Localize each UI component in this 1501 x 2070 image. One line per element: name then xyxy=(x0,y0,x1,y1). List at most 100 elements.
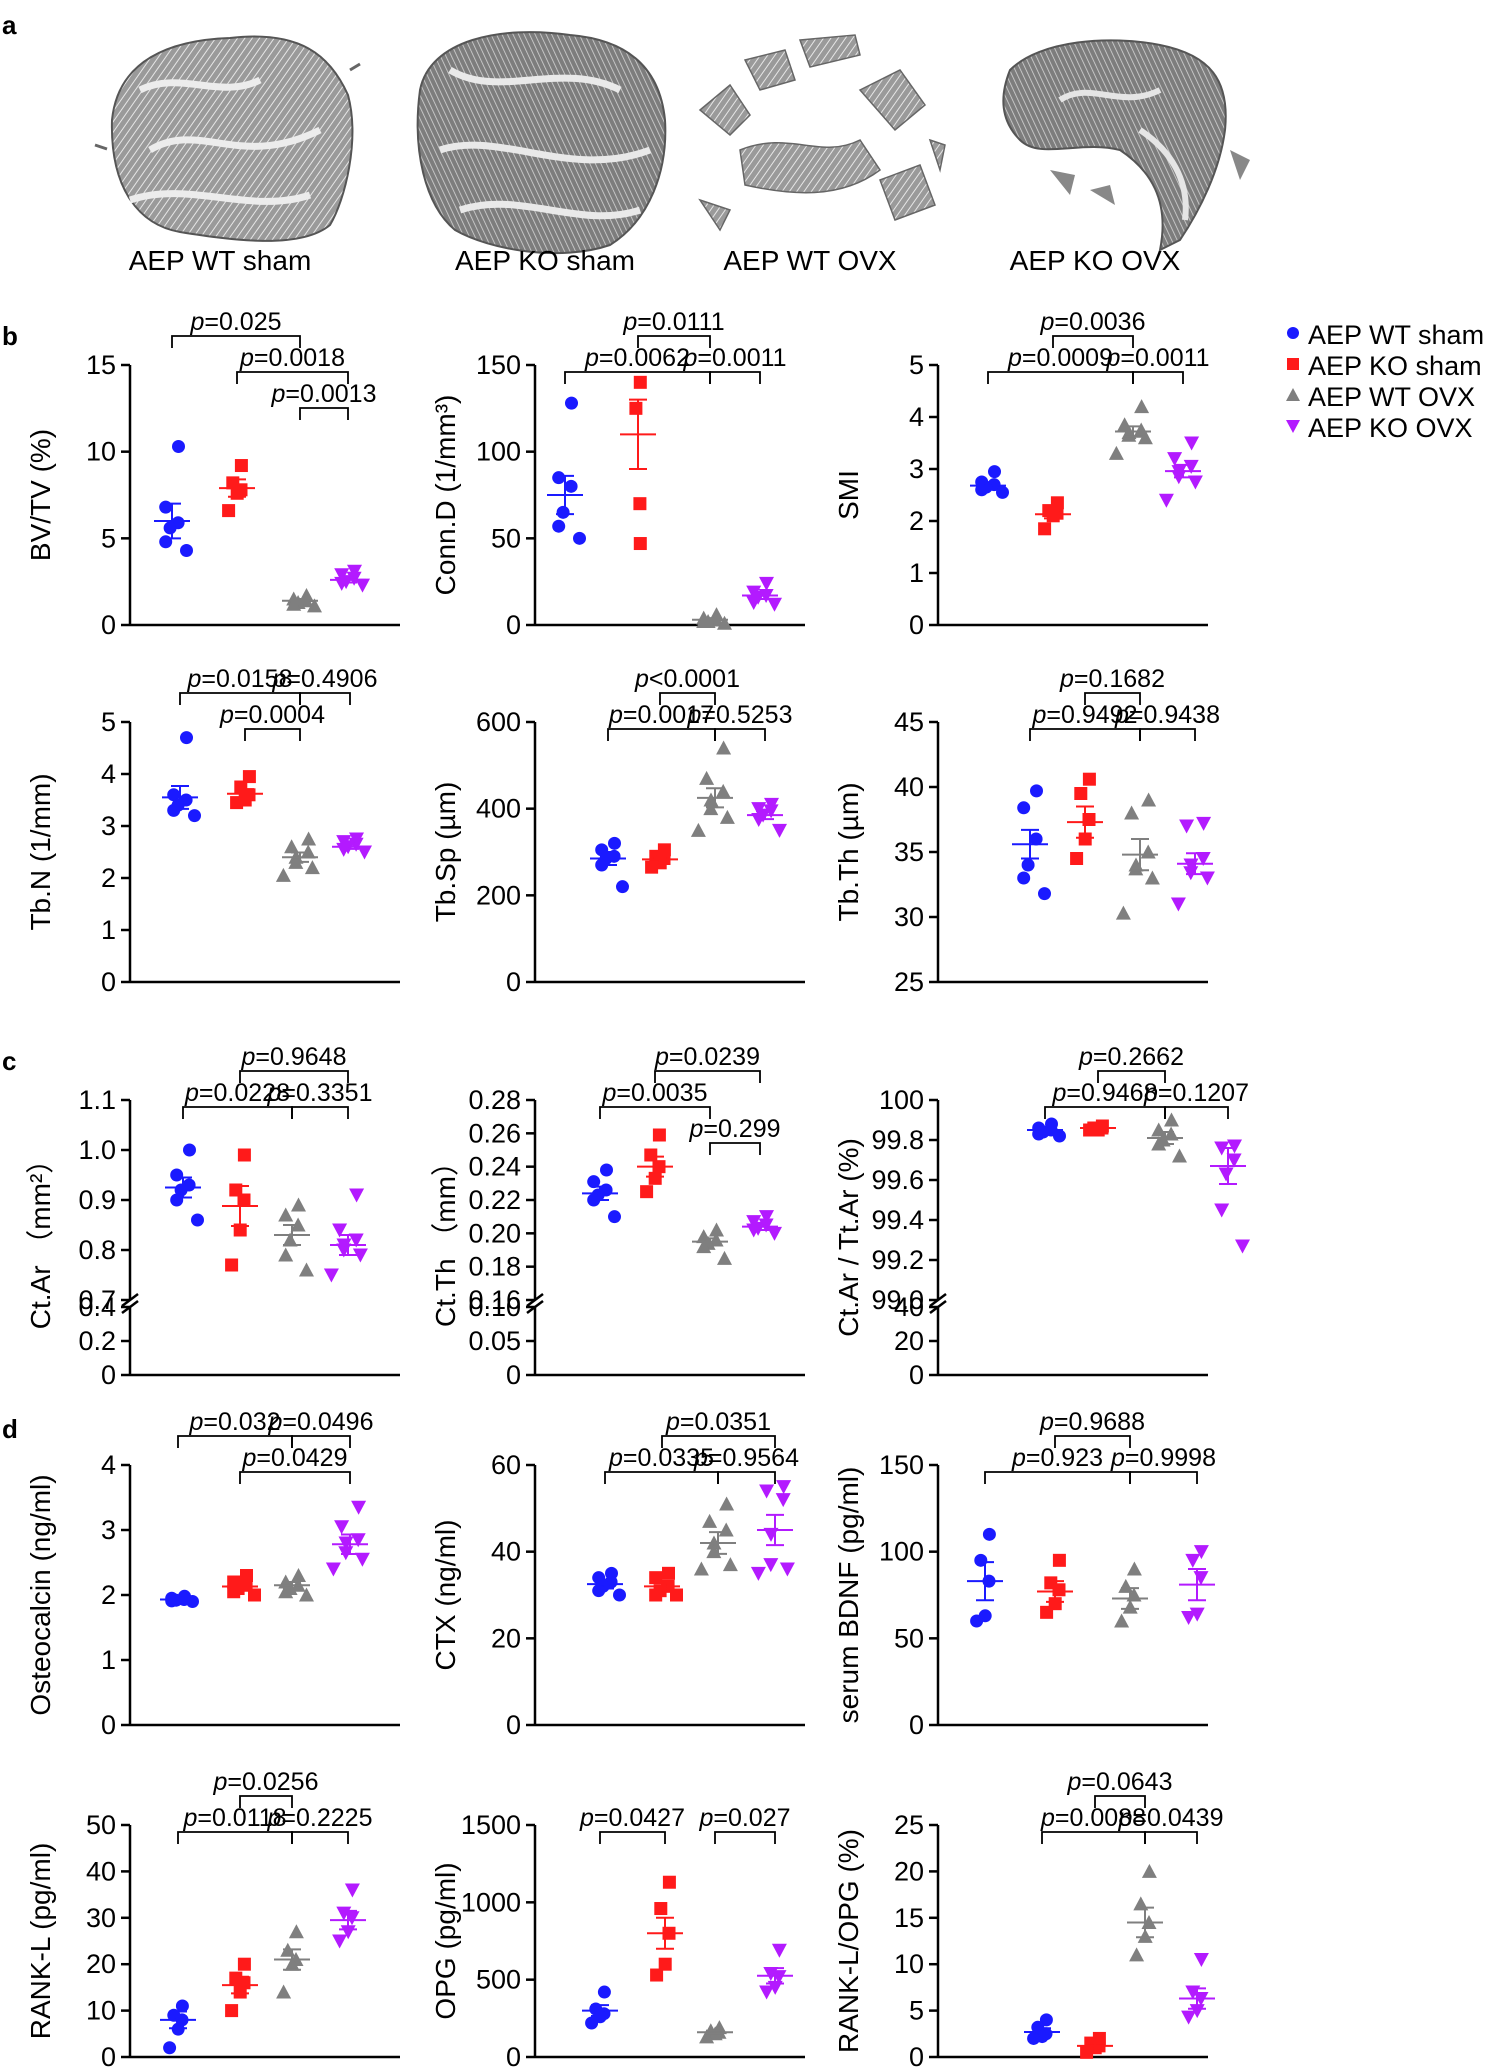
p-symbol: p xyxy=(1040,1804,1055,1832)
bracket-line xyxy=(171,335,301,348)
data-point xyxy=(159,535,173,549)
bracket-line xyxy=(714,1831,776,1844)
data-point xyxy=(180,731,193,745)
data-point xyxy=(278,1207,294,1222)
p-value: =0.0035 xyxy=(616,1079,707,1107)
y-tick-label: 150 xyxy=(879,1450,924,1480)
data-point xyxy=(1189,2004,1205,2019)
series-0 xyxy=(587,1566,626,1602)
micro-ct-ko-ovx xyxy=(1002,39,1250,252)
data-point xyxy=(556,505,570,519)
p-value-label: p=0.0018 xyxy=(239,344,345,372)
y-tick-label: 1 xyxy=(909,558,924,588)
p-value-label: p=0.9438 xyxy=(1114,701,1220,729)
p-value: =0.0062 xyxy=(599,344,690,372)
y-axis-label: CTX (ng/ml) xyxy=(430,1520,461,1671)
bracket-line xyxy=(987,371,1134,384)
y-tick-label: 5 xyxy=(101,707,116,737)
bracket-line xyxy=(1084,692,1141,705)
data-point xyxy=(1078,832,1092,846)
data-point xyxy=(1074,787,1088,800)
p-value-label: p=0.1207 xyxy=(1143,1079,1249,1107)
data-point xyxy=(699,770,715,785)
y-axis-label: Tb.Th (µm) xyxy=(833,782,864,921)
data-point xyxy=(996,485,1009,499)
data-point xyxy=(702,1513,718,1528)
data-point xyxy=(767,597,782,612)
p-value-label: p=0.0643 xyxy=(1067,1768,1173,1796)
data-point xyxy=(186,1595,199,1608)
data-point xyxy=(709,1222,724,1237)
y-tick-label: 0 xyxy=(101,2042,116,2070)
data-point xyxy=(608,1210,621,1224)
data-point xyxy=(722,1557,738,1572)
series-3 xyxy=(747,797,787,838)
p-value: =0.9492 xyxy=(1046,701,1137,729)
bracket-line xyxy=(177,1831,293,1844)
data-point xyxy=(771,1943,787,1958)
bracket-line xyxy=(1129,1471,1198,1484)
significance-bracket: p=0.0011 xyxy=(682,344,787,384)
p-symbol: p xyxy=(272,665,287,693)
y-tick-label: 30 xyxy=(894,902,924,932)
series-3 xyxy=(330,564,370,593)
y-tick-label: 20 xyxy=(86,1949,116,1979)
y-tick-label: 60 xyxy=(491,1450,521,1480)
y-tick-label: 500 xyxy=(476,1965,521,1995)
series-0 xyxy=(160,1589,199,1608)
p-value: =0.923 xyxy=(1026,1444,1103,1472)
y-axis-label: OPG (pg/ml) xyxy=(430,1862,461,2019)
p-value: =0.032 xyxy=(203,1408,280,1436)
y-tick-label: 50 xyxy=(86,1810,116,1840)
bracket-line xyxy=(637,335,711,348)
data-point xyxy=(565,396,578,410)
data-point xyxy=(717,1250,732,1265)
data-point xyxy=(242,770,256,784)
micro-ct-labels: AEP WT sham AEP KO sham AEP WT OVX AEP KO O… xyxy=(129,245,1181,276)
significance-bracket: p=0.0239 xyxy=(654,1043,761,1083)
significance-bracket: p=0.2225 xyxy=(267,1804,372,1844)
y-tick-label: 0.05 xyxy=(468,1326,521,1356)
data-point xyxy=(600,1163,613,1177)
data-point xyxy=(284,839,300,854)
bracket-line xyxy=(1044,1106,1166,1119)
series-0 xyxy=(967,1527,1003,1628)
data-point xyxy=(191,1213,204,1227)
data-point xyxy=(170,1193,184,1207)
data-point xyxy=(1196,816,1212,831)
p-value-label: p=0.0088 xyxy=(1040,1804,1146,1832)
legend-label: AEP WT sham xyxy=(1308,320,1484,350)
data-point xyxy=(1118,1578,1134,1593)
series-3 xyxy=(757,1943,793,2000)
y-tick-label: 0 xyxy=(909,1360,924,1390)
p-value: =0.0335 xyxy=(623,1444,714,1472)
y-tick-label: 0 xyxy=(101,610,116,640)
series-0 xyxy=(160,1999,196,2055)
significance-bracket: p=0.0256 xyxy=(213,1768,318,1808)
data-point xyxy=(633,537,647,551)
y-tick-label: 0.8 xyxy=(78,1235,116,1265)
p-symbol: p xyxy=(213,1768,228,1796)
p-value-label: p=0.0158 xyxy=(187,665,293,693)
data-point xyxy=(662,1566,675,1580)
y-tick-label: 20 xyxy=(894,1326,924,1356)
y-tick-label: 20 xyxy=(491,1623,521,1653)
y-tick-label: 0.20 xyxy=(468,1218,521,1248)
p-value-label: p=0.923 xyxy=(1011,1444,1103,1472)
data-point xyxy=(654,1902,668,1916)
p-value: =0.0351 xyxy=(680,1408,771,1436)
significance-bracket: p=0.0018 xyxy=(236,344,349,384)
data-point xyxy=(759,576,774,591)
bracket-line xyxy=(299,407,349,420)
y-tick-label: 0 xyxy=(506,1360,521,1390)
significance-bracket: p=0.0429 xyxy=(239,1444,351,1484)
series-2 xyxy=(274,1568,314,1602)
series-2 xyxy=(1112,1561,1148,1628)
series-1 xyxy=(1067,772,1103,865)
series-3 xyxy=(1179,1545,1215,1626)
data-point xyxy=(1183,459,1199,474)
